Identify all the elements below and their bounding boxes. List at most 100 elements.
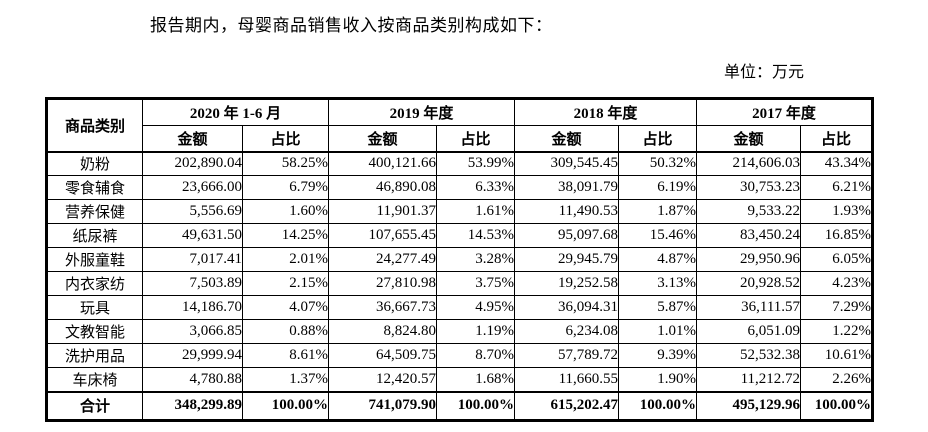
ratio-cell: 1.60% (242, 199, 329, 224)
amount-cell: 38,091.79 (514, 175, 620, 200)
amount-cell: 11,212.72 (696, 367, 802, 392)
table-row: 文教智能 3,066.85 0.88% 8,824.80 1.19% 6,234.08 1.… (46, 319, 874, 344)
ratio-cell: 43.34% (800, 150, 874, 176)
ratio-cell: 1.90% (618, 367, 698, 392)
amount-cell: 3,066.85 (142, 319, 243, 344)
amount-subheader: 金额 (514, 125, 620, 152)
table-row: 零食辅食 23,666.00 6.79% 46,890.08 6.33% 38,091.7… (46, 175, 874, 200)
ratio-cell: 100.00% (435, 390, 516, 421)
period-header-2019: 2019 年度 (327, 98, 516, 126)
amount-cell: 8,824.80 (328, 319, 437, 344)
ratio-cell: 16.85% (800, 223, 874, 248)
ratio-cell: 100.00% (800, 390, 874, 421)
category-cell: 合计 (46, 390, 143, 421)
category-cell: 奶粉 (46, 150, 143, 176)
ratio-subheader: 占比 (242, 125, 329, 152)
ratio-cell: 2.26% (800, 367, 874, 392)
amount-cell: 400,121.66 (328, 150, 437, 176)
amount-cell: 19,252.58 (514, 271, 620, 296)
ratio-cell: 7.29% (800, 295, 874, 320)
category-cell: 内衣家纺 (46, 271, 143, 296)
ratio-cell: 10.61% (800, 343, 874, 368)
ratio-cell: 14.25% (242, 223, 329, 248)
amount-cell: 57,789.72 (514, 343, 620, 368)
amount-cell: 615,202.47 (514, 390, 620, 421)
amount-cell: 29,945.79 (514, 247, 620, 272)
amount-cell: 14,186.70 (142, 295, 243, 320)
amount-cell: 30,753.23 (696, 175, 802, 200)
amount-cell: 36,094.31 (514, 295, 620, 320)
amount-cell: 29,950.96 (696, 247, 802, 272)
amount-cell: 6,234.08 (514, 319, 620, 344)
period-header-2017: 2017 年度 (696, 98, 874, 126)
ratio-cell: 4.23% (800, 271, 874, 296)
amount-cell: 49,631.50 (142, 223, 243, 248)
ratio-cell: 1.87% (618, 199, 698, 224)
amount-cell: 36,667.73 (328, 295, 437, 320)
table-row: 奶粉 202,890.04 58.25% 400,121.66 53.99% 309,54… (46, 150, 874, 176)
ratio-cell: 6.79% (242, 175, 329, 200)
category-cell: 文教智能 (46, 319, 143, 344)
amount-cell: 202,890.04 (142, 150, 243, 176)
unit-label: 单位：万元 (724, 64, 805, 81)
ratio-cell: 58.25% (242, 150, 329, 176)
amount-cell: 83,450.24 (696, 223, 802, 248)
table-total-row: 合计 348,299.89 100.00% 741,079.90 100.00% 615,… (46, 390, 874, 421)
category-cell: 零食辅食 (46, 175, 143, 200)
ratio-cell: 5.87% (618, 295, 698, 320)
category-cell: 外服童鞋 (46, 247, 143, 272)
ratio-subheader: 占比 (618, 125, 698, 152)
ratio-cell: 6.21% (800, 175, 874, 200)
ratio-cell: 6.19% (618, 175, 698, 200)
ratio-cell: 4.95% (435, 295, 516, 320)
amount-cell: 64,509.75 (328, 343, 437, 368)
table-row: 纸尿裤 49,631.50 14.25% 107,655.45 14.53% 95,097… (46, 223, 874, 248)
ratio-cell: 100.00% (242, 390, 329, 421)
amount-cell: 214,606.03 (696, 150, 802, 176)
amount-subheader: 金额 (142, 125, 243, 152)
amount-cell: 12,420.57 (328, 367, 437, 392)
amount-cell: 29,999.94 (142, 343, 243, 368)
ratio-cell: 53.99% (435, 150, 516, 176)
table-row: 内衣家纺 7,503.89 2.15% 27,810.98 3.75% 19,252.58… (46, 271, 874, 296)
amount-cell: 9,533.22 (696, 199, 802, 224)
category-cell: 玩具 (46, 295, 143, 320)
table-row: 外服童鞋 7,017.41 2.01% 24,277.49 3.28% 29,945.79… (46, 247, 874, 272)
header-row-subheaders: 金额 占比 金额 占比 金额 占比 金额 占比 (47, 125, 874, 152)
ratio-cell: 6.33% (435, 175, 516, 200)
ratio-cell: 1.61% (435, 199, 516, 224)
period-header-2018: 2018 年度 (514, 98, 698, 126)
amount-cell: 5,556.69 (142, 199, 243, 224)
category-cell: 车床椅 (46, 367, 143, 392)
category-cell: 洗护用品 (46, 343, 143, 368)
amount-cell: 36,111.57 (696, 295, 802, 320)
period-header-2020: 2020 年 1-6 月 (142, 98, 329, 126)
table-body: 奶粉 202,890.04 58.25% 400,121.66 53.99% 309,54… (46, 150, 874, 421)
ratio-cell: 1.19% (435, 319, 516, 344)
ratio-subheader: 占比 (435, 125, 516, 152)
table-row: 玩具 14,186.70 4.07% 36,667.73 4.95% 36,094.31 5… (46, 295, 874, 320)
category-cell: 纸尿裤 (46, 223, 143, 248)
ratio-cell: 3.13% (618, 271, 698, 296)
ratio-cell: 1.22% (800, 319, 874, 344)
ratio-cell: 3.28% (435, 247, 516, 272)
ratio-cell: 9.39% (618, 343, 698, 368)
amount-subheader: 金额 (328, 125, 437, 152)
amount-cell: 52,532.38 (696, 343, 802, 368)
amount-cell: 95,097.68 (514, 223, 620, 248)
amount-cell: 11,901.37 (328, 199, 437, 224)
amount-cell: 741,079.90 (328, 390, 437, 421)
header-row-periods: 商品类别 2020 年 1-6 月 2019 年度 2018 年度 2017 年… (46, 98, 874, 152)
ratio-cell: 14.53% (435, 223, 516, 248)
amount-cell: 11,490.53 (514, 199, 620, 224)
ratio-cell: 2.01% (242, 247, 329, 272)
ratio-cell: 3.75% (435, 271, 516, 296)
table-row: 车床椅 4,780.88 1.37% 12,420.57 1.68% 11,660.55 1… (46, 367, 874, 392)
amount-cell: 27,810.98 (328, 271, 437, 296)
amount-cell: 309,545.45 (514, 150, 620, 176)
ratio-cell: 100.00% (618, 390, 698, 421)
ratio-cell: 1.37% (242, 367, 329, 392)
ratio-subheader: 占比 (800, 125, 874, 152)
amount-subheader: 金额 (696, 125, 802, 152)
